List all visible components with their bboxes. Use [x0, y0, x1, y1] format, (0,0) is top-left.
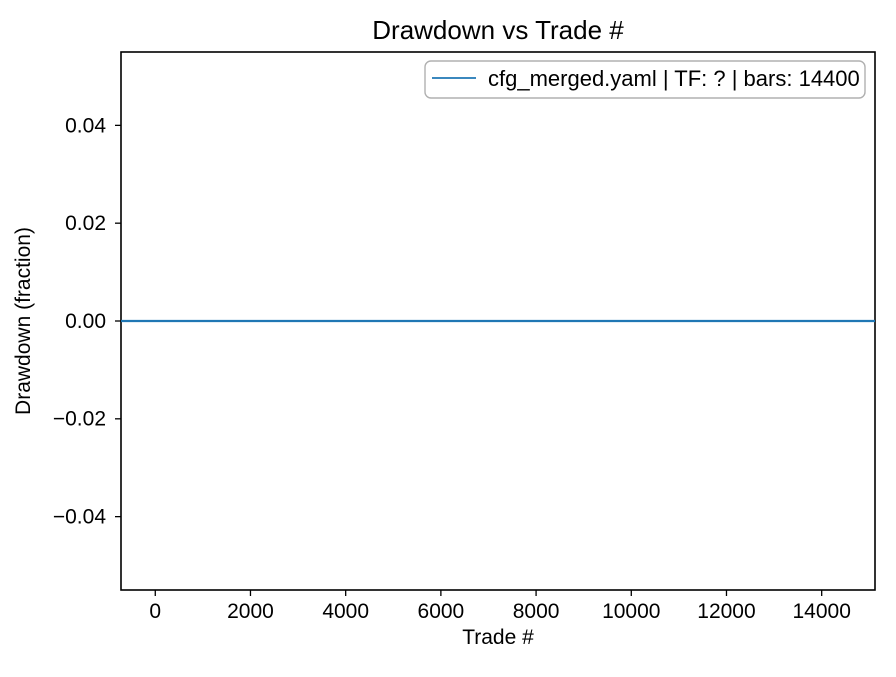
svg-text:8000: 8000	[513, 600, 560, 623]
svg-text:10000: 10000	[602, 600, 660, 623]
svg-text:0.00: 0.00	[65, 310, 106, 333]
svg-text:Drawdown (fraction): Drawdown (fraction)	[12, 227, 35, 415]
svg-text:14000: 14000	[792, 600, 850, 623]
svg-text:0: 0	[149, 600, 161, 623]
svg-text:0.02: 0.02	[65, 212, 106, 235]
svg-text:Trade #: Trade #	[462, 626, 534, 649]
svg-text:Drawdown vs Trade #: Drawdown vs Trade #	[372, 15, 624, 45]
svg-text:−0.02: −0.02	[53, 408, 106, 431]
svg-text:cfg_merged.yaml | TF: ? | bars: cfg_merged.yaml | TF: ? | bars: 14400	[488, 66, 860, 91]
svg-text:0.04: 0.04	[65, 114, 106, 137]
svg-text:6000: 6000	[418, 600, 465, 623]
svg-text:−0.04: −0.04	[53, 506, 106, 529]
svg-text:2000: 2000	[227, 600, 274, 623]
svg-text:12000: 12000	[697, 600, 755, 623]
svg-text:4000: 4000	[322, 600, 369, 623]
